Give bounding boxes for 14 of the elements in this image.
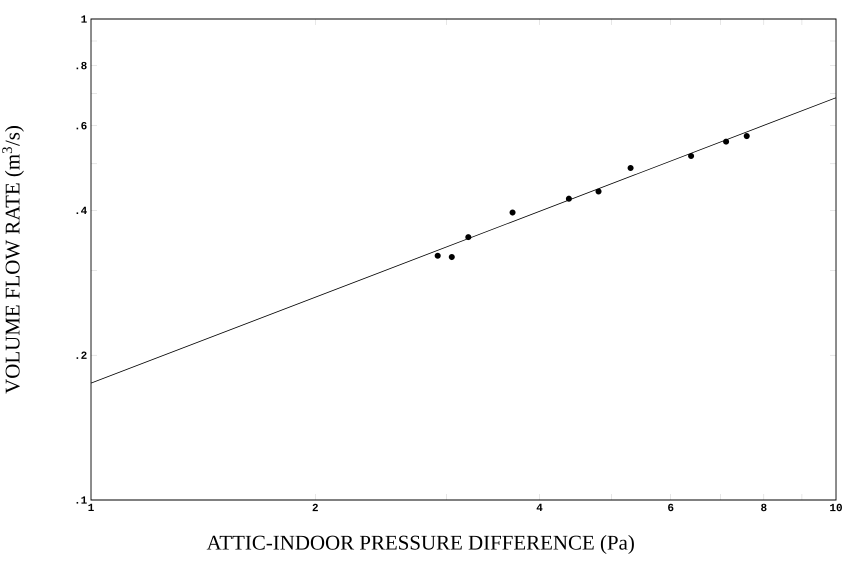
- x-tick-label: 4: [536, 504, 543, 511]
- y-tick-label: .2: [76, 352, 87, 359]
- y-tick-label: .1: [76, 496, 87, 504]
- x-tick-label: 2: [312, 504, 318, 512]
- y-tick-label: 1: [81, 15, 87, 23]
- x-axis-title: ATTIC-INDOOR PRESSURE DIFFERENCE (Pa): [206, 535, 634, 554]
- y-tick-label: .8: [76, 62, 87, 70]
- x-tick-label: 10: [830, 504, 842, 512]
- y-axis-title: VOLUME FLOW RATE (m$^{3}$/s): [2, 126, 24, 394]
- x-tick-label: 8: [761, 504, 767, 512]
- x-tick-label: 1: [88, 504, 94, 511]
- y-tick-label: .4: [76, 206, 87, 214]
- x-tick-label: 6: [668, 504, 674, 512]
- y-tick-label: .6: [76, 122, 87, 130]
